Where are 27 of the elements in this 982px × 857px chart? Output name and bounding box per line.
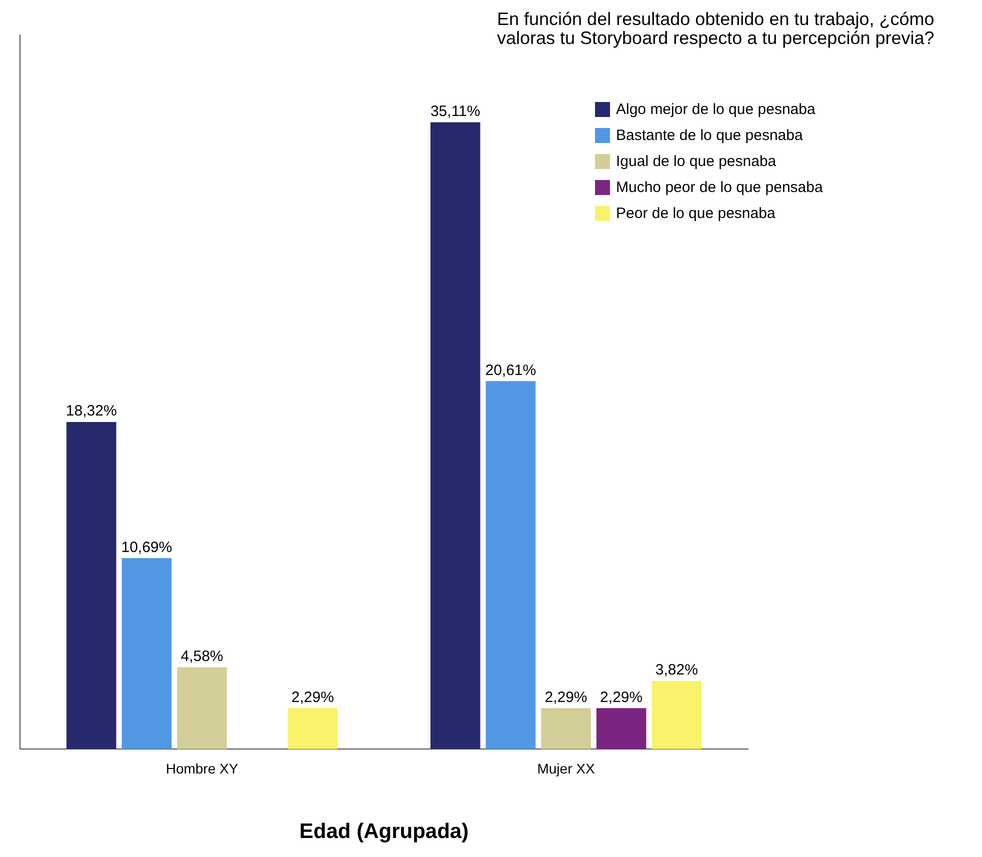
legend-label: Algo mejor de lo que pesnaba xyxy=(616,100,816,118)
chart-title: En función del resultado obtenido en tu trabajo, ¿cómo valoras tu Storyboard respecto a tu percepción previa? xyxy=(497,9,936,48)
bar xyxy=(288,708,338,749)
legend-label: Mucho peor de lo que pensaba xyxy=(616,178,823,196)
legend-label: Bastante de lo que pesnaba xyxy=(616,126,803,144)
data-label: 3,82% xyxy=(655,661,698,678)
data-label: 10,69% xyxy=(121,538,172,556)
data-label: 2,29% xyxy=(544,688,588,706)
data-label: 18,32% xyxy=(66,402,117,420)
legend-label: Igual de lo que pesnaba xyxy=(616,152,776,170)
bar xyxy=(430,122,480,749)
x-axis-title: Edad (Agrupada) xyxy=(299,820,469,844)
bar xyxy=(66,422,116,749)
data-label: 2,29% xyxy=(600,688,643,706)
bar xyxy=(177,667,227,749)
bar xyxy=(596,708,646,749)
data-label: 2,29% xyxy=(291,688,334,706)
bar xyxy=(541,708,591,749)
data-label: 35,11% xyxy=(430,102,480,120)
x-tick-label: Hombre XY xyxy=(166,760,239,776)
bar xyxy=(486,381,536,749)
data-label: 4,58% xyxy=(180,648,224,665)
data-label: 20,61% xyxy=(485,362,536,379)
bar xyxy=(122,558,172,749)
x-tick-label: Mujer XX xyxy=(537,760,596,776)
bar xyxy=(652,680,702,749)
legend-label: Peor de lo que pesnaba xyxy=(616,204,776,222)
